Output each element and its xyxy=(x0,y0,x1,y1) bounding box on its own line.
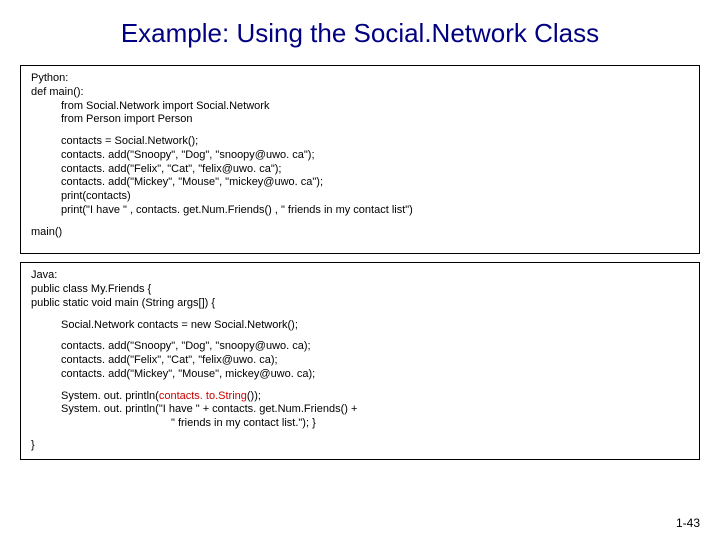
python-line-5: print(contacts) xyxy=(31,190,689,204)
python-line-2: contacts. add("Snoopy", "Dog", "snoopy@u… xyxy=(31,149,689,163)
python-import-1: from Social.Network import Social.Networ… xyxy=(31,100,689,114)
java-print-1a: System. out. println( xyxy=(61,390,159,402)
java-print-3: " friends in my contact list."); } xyxy=(31,417,689,431)
java-close: } xyxy=(31,439,689,453)
python-import-2: from Person import Person xyxy=(31,113,689,127)
python-code-box: Python: def main(): from Social.Network … xyxy=(20,65,700,254)
page-number: 1-43 xyxy=(676,516,700,530)
python-line-4: contacts. add("Mickey", "Mouse", "mickey… xyxy=(31,176,689,190)
python-def: def main(): xyxy=(31,86,689,100)
java-main: public static void main (String args[]) … xyxy=(31,297,689,311)
python-line-3: contacts. add("Felix", "Cat", "felix@uwo… xyxy=(31,163,689,177)
java-line-1: Social.Network contacts = new Social.Net… xyxy=(31,319,689,333)
python-line-6: print("I have " , contacts. get.Num.Frie… xyxy=(31,204,689,218)
java-label: Java: xyxy=(31,269,689,283)
java-print-red: contacts. to.String xyxy=(159,390,247,402)
python-call: main() xyxy=(31,226,689,240)
java-code-box: Java: public class My.Friends { public s… xyxy=(20,262,700,459)
java-line-3: contacts. add("Felix", "Cat", "felix@uwo… xyxy=(31,354,689,368)
python-line-1: contacts = Social.Network(); xyxy=(31,135,689,149)
java-class: public class My.Friends { xyxy=(31,283,689,297)
java-print-2: System. out. println("I have " + contact… xyxy=(31,403,689,417)
slide-title-container: Example: Using the Social.Network Class xyxy=(0,0,720,57)
python-label: Python: xyxy=(31,72,689,86)
java-print-1: System. out. println(contacts. to.String… xyxy=(31,390,689,404)
slide-title: Example: Using the Social.Network Class xyxy=(121,18,599,48)
java-line-4: contacts. add("Mickey", "Mouse", mickey@… xyxy=(31,368,689,382)
java-line-2: contacts. add("Snoopy", "Dog", "snoopy@u… xyxy=(31,340,689,354)
java-print-1b: ()); xyxy=(247,390,261,402)
